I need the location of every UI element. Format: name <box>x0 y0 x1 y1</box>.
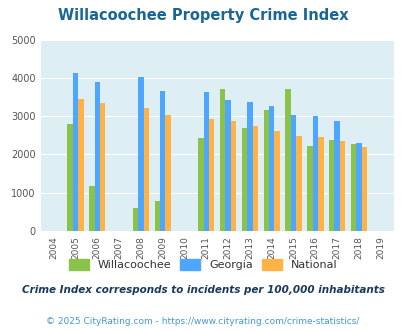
Bar <box>247 102 252 231</box>
Bar <box>296 136 301 231</box>
Bar <box>269 106 274 231</box>
Bar <box>100 103 105 231</box>
Bar <box>274 131 279 231</box>
Bar <box>72 73 78 231</box>
Bar <box>78 99 83 231</box>
Bar <box>143 108 149 231</box>
Bar <box>290 115 296 231</box>
Bar <box>160 90 165 231</box>
Bar <box>132 209 138 231</box>
Bar <box>165 115 171 231</box>
Bar <box>317 137 323 231</box>
Bar <box>209 119 214 231</box>
Bar <box>230 121 236 231</box>
Bar <box>220 89 225 231</box>
Bar <box>312 116 317 231</box>
Bar <box>241 128 247 231</box>
Bar <box>225 100 230 231</box>
Bar <box>89 186 94 231</box>
Bar <box>361 147 366 231</box>
Bar <box>355 143 361 231</box>
Legend: Willacoochee, Georgia, National: Willacoochee, Georgia, National <box>64 255 341 275</box>
Bar <box>252 126 258 231</box>
Bar <box>67 124 72 231</box>
Bar <box>263 110 269 231</box>
Text: © 2025 CityRating.com - https://www.cityrating.com/crime-statistics/: © 2025 CityRating.com - https://www.city… <box>46 317 359 326</box>
Bar <box>334 121 339 231</box>
Bar <box>350 144 355 231</box>
Bar <box>285 89 290 231</box>
Bar <box>94 82 100 231</box>
Bar <box>339 141 345 231</box>
Bar <box>307 146 312 231</box>
Bar <box>154 201 160 231</box>
Bar <box>138 77 143 231</box>
Text: Willacoochee Property Crime Index: Willacoochee Property Crime Index <box>58 8 347 23</box>
Bar <box>328 140 334 231</box>
Text: Crime Index corresponds to incidents per 100,000 inhabitants: Crime Index corresponds to incidents per… <box>21 285 384 295</box>
Bar <box>203 92 209 231</box>
Bar <box>198 138 203 231</box>
